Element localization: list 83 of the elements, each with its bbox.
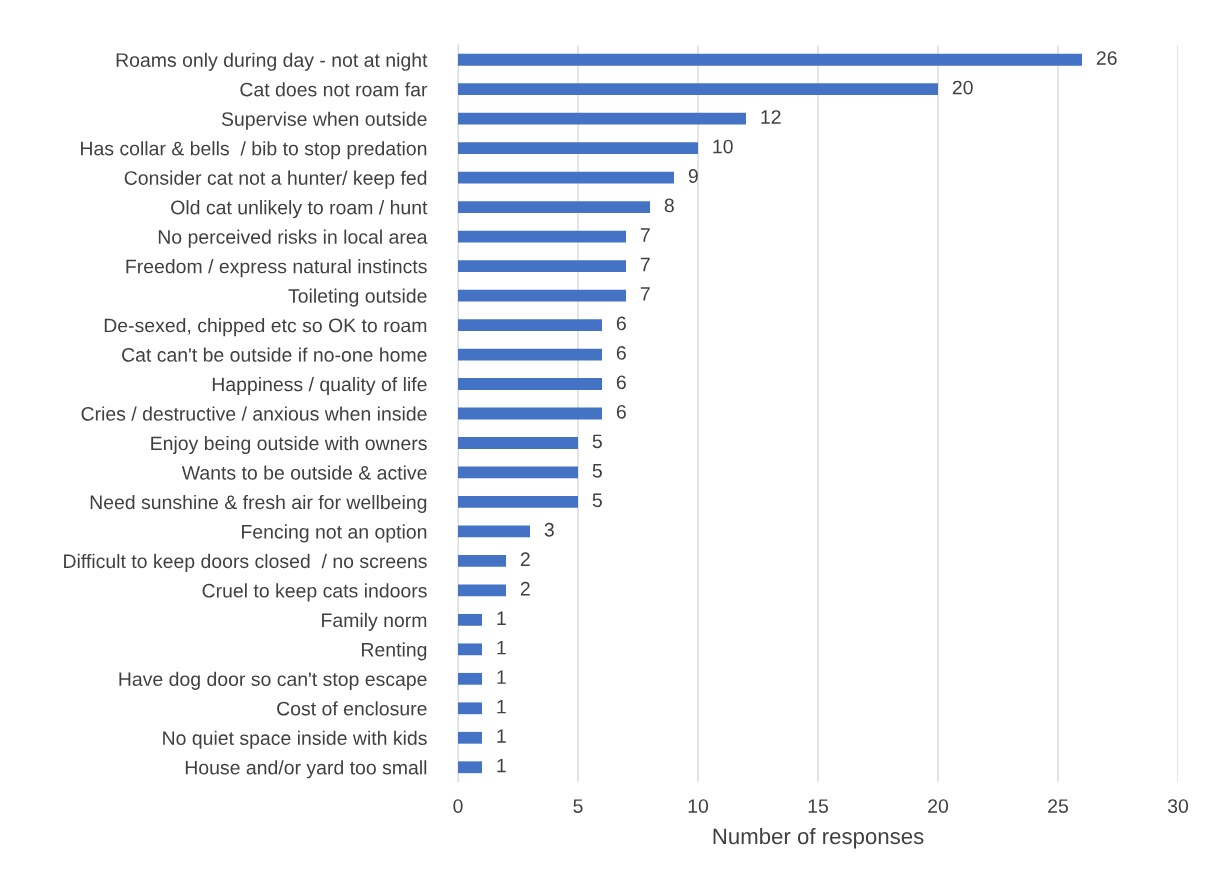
- data-label: 7: [640, 257, 650, 272]
- bar: [458, 731, 482, 744]
- y-tick-label: Enjoy being outside with owners: [151, 435, 427, 455]
- y-tick-label: Need sunshine & fresh air for wellbeing: [90, 494, 427, 514]
- y-tick-label: Cat does not roam far: [240, 82, 428, 97]
- bar: [458, 584, 506, 597]
- bar: [458, 319, 602, 331]
- y-tick-label: Happiness / quality of life: [212, 376, 427, 396]
- bar: [458, 496, 578, 508]
- data-label: 10: [713, 139, 733, 154]
- bar: [458, 555, 506, 567]
- y-tick-label: Old cat unlikely to roam / hunt: [171, 200, 428, 219]
- bar: [458, 112, 746, 125]
- x-tick-label: 5: [573, 799, 583, 813]
- bar: [458, 289, 626, 302]
- data-label: 26: [1096, 51, 1117, 65]
- data-label: 5: [592, 493, 602, 508]
- y-tick-label: Fencing not an option: [242, 524, 427, 543]
- data-label: 5: [592, 434, 602, 449]
- y-tick-label: Toileting outside: [288, 288, 427, 307]
- y-tick-label: No perceived risks in local area: [158, 229, 428, 248]
- data-label: 2: [520, 581, 530, 596]
- bar: [458, 407, 602, 420]
- data-label: 6: [616, 316, 626, 331]
- bar: [458, 378, 602, 390]
- bar: [458, 466, 578, 479]
- data-label: 8: [664, 198, 674, 213]
- data-label: 12: [761, 110, 781, 124]
- x-tick-label: 25: [1048, 799, 1068, 813]
- bar: [458, 171, 674, 184]
- bar: [458, 525, 530, 538]
- y-tick-label: Cruel to keep cats indoors: [202, 583, 427, 602]
- bar: [458, 142, 698, 155]
- x-tick-label: 10: [688, 799, 709, 813]
- y-tick-label: Roams only during day - not at night: [116, 52, 428, 71]
- x-axis-title: Number of responses: [713, 827, 924, 849]
- y-tick-label: Supervise when outside: [221, 111, 427, 130]
- data-label: 1: [497, 670, 506, 684]
- y-tick-label: Consider cat not a hunter/ keep fed: [124, 170, 427, 189]
- data-label: 1: [497, 699, 506, 714]
- y-tick-label: Cries / destructive / anxious when inside: [81, 406, 427, 421]
- bar: [458, 702, 482, 715]
- data-label: 5: [592, 464, 602, 478]
- bar: [458, 201, 650, 214]
- y-tick-label: Has collar & bells / bib to stop predation: [81, 141, 427, 160]
- bar: [458, 348, 602, 361]
- bar: [458, 672, 482, 685]
- data-label: 7: [640, 228, 650, 242]
- data-label: 6: [616, 375, 626, 390]
- y-tick-label: Family norm: [322, 612, 427, 631]
- y-tick-label: Freedom / express natural instincts: [126, 259, 427, 278]
- x-tick-label: 15: [808, 799, 828, 813]
- data-label: 9: [688, 169, 698, 183]
- x-tick-label: 20: [928, 799, 949, 813]
- data-label: 7: [640, 287, 650, 301]
- data-label: 2: [520, 552, 530, 566]
- bar: [458, 260, 626, 272]
- bar: [458, 761, 482, 774]
- bar: [458, 437, 578, 449]
- y-tick-label: De-sexed, chipped etc so OK to roam: [104, 318, 427, 337]
- bar: [458, 83, 938, 96]
- y-tick-label: Cost of enclosure: [277, 701, 427, 716]
- y-tick-label: Renting: [362, 642, 427, 661]
- y-tick-label: Cat can't be outside if no-one home: [122, 347, 427, 362]
- data-label: 20: [952, 80, 973, 95]
- bar: [458, 230, 626, 243]
- data-label: 1: [497, 729, 506, 743]
- x-tick-label: 0: [453, 799, 463, 813]
- data-label: 6: [616, 345, 626, 360]
- bar: [458, 643, 482, 656]
- y-tick-label: Wants to be outside & active: [181, 465, 427, 480]
- data-label: 1: [497, 611, 506, 625]
- data-label: 1: [497, 758, 506, 773]
- y-tick-label: Have dog door so can't stop escape: [119, 671, 427, 690]
- y-tick-label: No quiet space inside with kids: [163, 730, 427, 749]
- bar: [458, 613, 482, 626]
- data-label: 6: [616, 404, 626, 419]
- data-label: 1: [497, 640, 506, 655]
- y-tick-label: House and/or yard too small: [185, 760, 427, 779]
- bar: [458, 53, 1082, 66]
- y-tick-label: Difficult to keep doors closed / no screens: [64, 553, 427, 572]
- data-label: 3: [544, 522, 554, 537]
- x-tick-label: 30: [1167, 799, 1189, 813]
